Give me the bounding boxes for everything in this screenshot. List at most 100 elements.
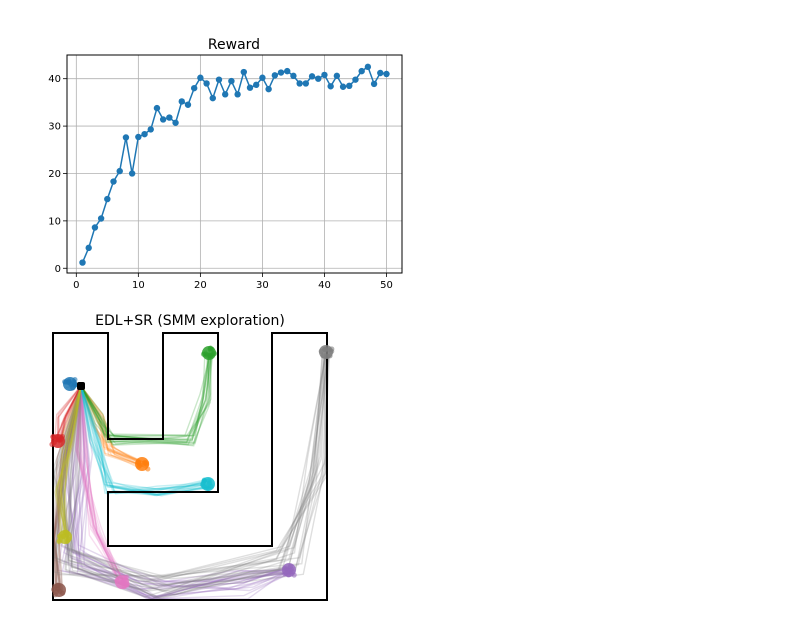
trajectory-line	[80, 385, 212, 494]
trajectory-line	[76, 385, 289, 600]
reward-x-ticks: 0 10 20 30 40 50	[73, 273, 393, 291]
trajectory-line	[74, 385, 286, 587]
y-tick-label: 10	[48, 216, 61, 227]
goal-point	[56, 539, 62, 545]
reward-point	[315, 75, 322, 82]
trajectory-line	[60, 385, 293, 600]
reward-point	[234, 91, 241, 98]
reward-point	[358, 67, 365, 75]
goal-point	[64, 531, 71, 537]
trajectory-line	[65, 385, 291, 585]
trajectory-line	[53, 385, 82, 440]
trajectory-line	[59, 385, 82, 535]
reward-point	[333, 72, 341, 80]
goal-point	[65, 536, 72, 542]
trajectory-line	[64, 385, 293, 598]
reward-series	[79, 63, 390, 266]
goal-point	[60, 533, 66, 540]
trajectory-line	[59, 353, 327, 580]
trajectory-line	[61, 349, 328, 578]
trajectory-line	[80, 385, 139, 461]
maze-walls	[52, 332, 328, 601]
trajectory-line	[62, 385, 82, 538]
reward-point	[110, 178, 117, 185]
reward-point	[221, 91, 229, 98]
goal-point	[207, 346, 213, 352]
trajectory-line	[80, 385, 205, 492]
reward-point	[228, 77, 235, 85]
trajectory-line	[80, 385, 208, 490]
reward-point	[383, 70, 390, 78]
trajectory-line	[55, 385, 82, 592]
trajectory-line	[65, 352, 326, 592]
trajectory-line	[60, 385, 82, 534]
trajectory-line	[76, 385, 127, 584]
trajectory-line	[60, 385, 82, 438]
trajectory-line	[77, 385, 123, 584]
goal-point	[285, 567, 291, 574]
trajectory-line	[75, 385, 120, 583]
trajectory-line	[56, 385, 82, 439]
trajectory-line	[77, 385, 125, 583]
reward-point	[296, 80, 303, 87]
reward-point	[166, 114, 173, 121]
maze-chart: EDL+SR (SMM exploration)	[49, 313, 335, 601]
trajectory-line	[80, 349, 210, 447]
reward-point	[215, 76, 223, 83]
goal-point	[123, 574, 129, 580]
trajectory-line	[64, 385, 82, 535]
reward-point	[346, 82, 353, 90]
reward-point	[253, 81, 260, 89]
trajectory-line	[53, 385, 82, 444]
maze-trajectories	[53, 348, 331, 600]
trajectory-line	[80, 352, 210, 445]
reward-point	[203, 80, 210, 87]
trajectory-line	[80, 385, 142, 463]
reward-point	[97, 215, 105, 222]
x-tick-label: 0	[73, 280, 79, 291]
reward-point	[327, 83, 334, 90]
trajectory-line	[54, 385, 82, 594]
trajectory-line	[80, 349, 214, 443]
trajectory-line	[61, 385, 288, 591]
goal-point	[114, 577, 120, 584]
trajectory-line	[64, 385, 82, 541]
reward-point	[209, 94, 216, 102]
goal-point	[142, 460, 148, 466]
trajectory-line	[54, 385, 82, 593]
trajectory-line	[71, 352, 326, 577]
trajectory-line	[71, 385, 292, 598]
trajectory-line	[61, 385, 290, 592]
trajectory-line	[64, 355, 327, 598]
trajectory-line	[80, 354, 212, 436]
goal-point	[327, 353, 333, 359]
reward-chart-title: Reward	[208, 37, 260, 53]
reward-chart: Reward 0 10 20 30 40 50 0 10 20 30 40	[48, 37, 403, 291]
trajectory-line	[80, 356, 212, 438]
goal-point	[320, 353, 326, 359]
reward-point	[259, 74, 266, 81]
reward-point	[265, 85, 272, 93]
trajectory-line	[62, 349, 330, 579]
x-tick-label: 10	[132, 280, 145, 291]
trajectory-line	[55, 385, 82, 592]
goal-point	[203, 351, 209, 357]
goal-point	[52, 592, 58, 598]
trajectory-line	[59, 385, 82, 536]
goal-point	[50, 433, 57, 440]
reward-point	[352, 76, 359, 83]
trajectory-line	[80, 353, 212, 446]
trajectory-line	[80, 385, 127, 579]
reward-point	[91, 224, 99, 231]
start-marker	[77, 382, 85, 390]
reward-point	[79, 259, 86, 266]
trajectory-line	[55, 385, 82, 536]
x-tick-label: 50	[380, 280, 393, 291]
trajectory-line	[66, 385, 286, 583]
trajectory-line	[80, 385, 119, 583]
trajectory-line	[60, 385, 82, 442]
goal-point	[201, 478, 208, 484]
reward-point	[364, 63, 372, 71]
reward-point	[153, 104, 161, 112]
reward-point	[135, 133, 142, 141]
